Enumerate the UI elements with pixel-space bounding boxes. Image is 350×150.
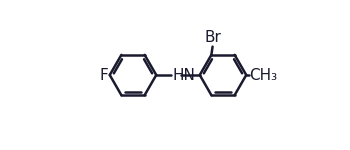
Text: HN: HN bbox=[173, 68, 195, 82]
Text: Br: Br bbox=[204, 30, 221, 45]
Text: F: F bbox=[99, 68, 108, 82]
Text: CH₃: CH₃ bbox=[250, 68, 278, 82]
